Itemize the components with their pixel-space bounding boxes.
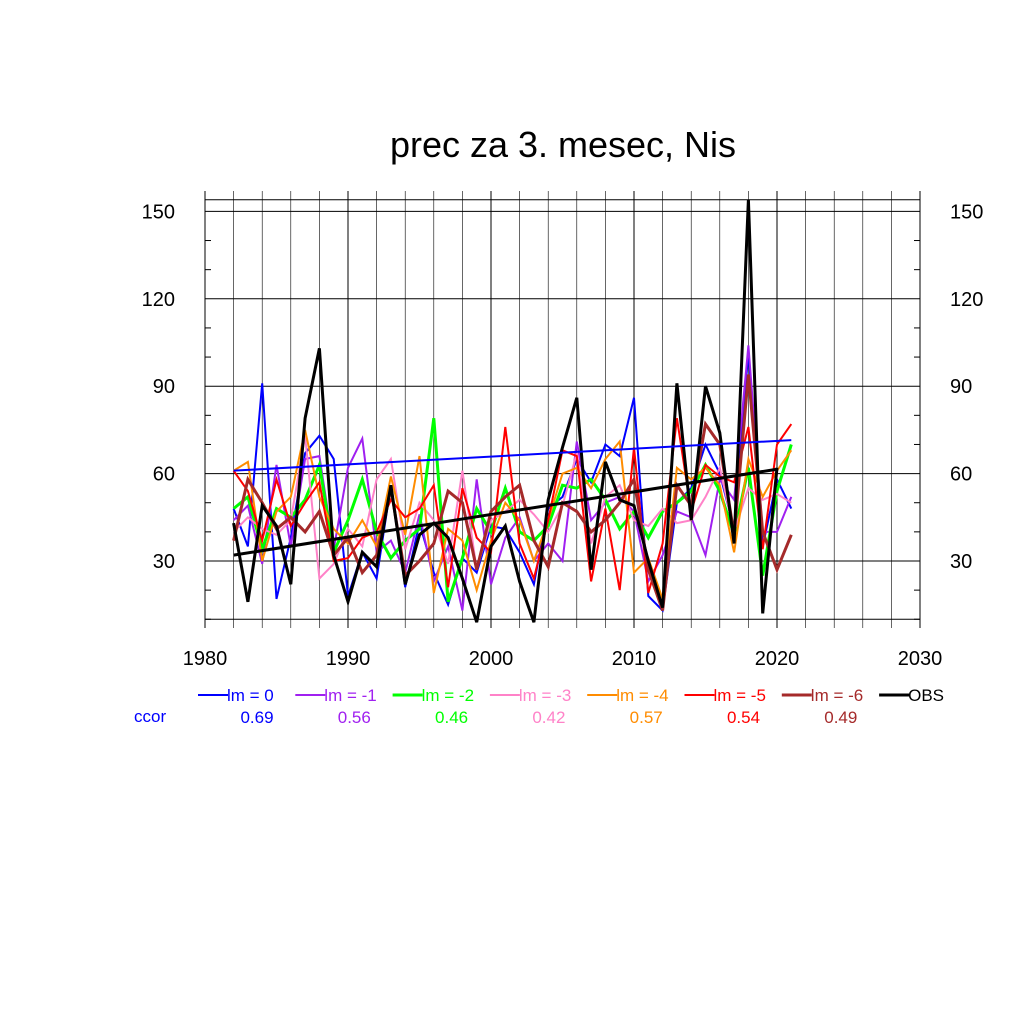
y-tick-label-left: 90 — [153, 376, 175, 398]
legend: lm = 0 0.69 lm = -1 0.56 lm = -2 0.46 lm = -3 0… — [198, 686, 944, 727]
axes: 30 30 60 60 90 90 120 120 150 150 1980 1990 2000 2010… — [142, 191, 983, 670]
trend-line — [233, 467, 778, 557]
ccor-value: 0.57 — [630, 708, 663, 727]
trend-line — [233, 439, 792, 472]
legend-label: OBS — [908, 686, 944, 705]
y-tick-label-left: 120 — [142, 289, 175, 311]
legend-label: lm = -2 — [422, 686, 474, 705]
y-tick-label-left: 30 — [153, 551, 175, 573]
series-line-lm-5 — [232, 418, 793, 594]
ccor-value: 0.56 — [338, 708, 371, 727]
ccor-value: 0.49 — [824, 708, 857, 727]
x-tick-label: 1980 — [183, 648, 228, 670]
series-lines — [232, 199, 793, 623]
y-tick-label-right: 30 — [950, 551, 972, 573]
x-tick-label: 2010 — [612, 648, 657, 670]
legend-label: lm = -4 — [616, 686, 668, 705]
y-tick-label-right: 60 — [950, 464, 972, 486]
series-line-lm-3 — [232, 435, 792, 581]
x-tick-label: 2000 — [469, 648, 514, 670]
ccor-value: 0.69 — [240, 708, 273, 727]
ccor-value: 0.54 — [727, 708, 760, 727]
ccor-value: 0.46 — [435, 708, 468, 727]
ccor-label: ccor — [134, 707, 166, 726]
chart-title: prec za 3. mesec, Nis — [390, 124, 736, 165]
y-tick-label-right: 150 — [950, 201, 983, 223]
legend-label: lm = -3 — [519, 686, 571, 705]
trend-lines — [233, 439, 792, 557]
legend-label: lm = -5 — [714, 686, 766, 705]
legend-label: lm = 0 — [227, 686, 274, 705]
x-tick-label: 2020 — [755, 648, 800, 670]
y-tick-label-right: 90 — [950, 376, 972, 398]
series-line-obs — [232, 199, 779, 623]
legend-label: lm = -1 — [324, 686, 376, 705]
x-tick-label: 1990 — [326, 648, 371, 670]
y-tick-label-left: 150 — [142, 201, 175, 223]
legend-label: lm = -6 — [811, 686, 863, 705]
y-tick-label-left: 60 — [153, 464, 175, 486]
y-tick-label-right: 120 — [950, 289, 983, 311]
ccor-value: 0.42 — [532, 708, 565, 727]
x-tick-label: 2030 — [898, 648, 943, 670]
